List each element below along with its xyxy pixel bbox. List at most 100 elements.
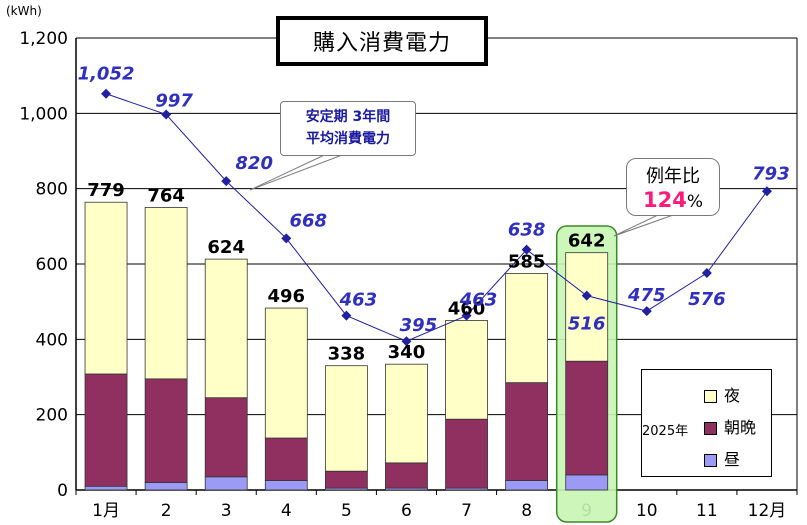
bar-total-label: 496 (268, 286, 306, 307)
bar-segment-day (84, 485, 128, 491)
average-point (761, 186, 772, 197)
average-point (161, 109, 172, 120)
legend-swatch-morning-evening (704, 422, 717, 435)
legend-label-morning-evening: 朝晩 (724, 418, 757, 437)
x-tick-label: 2 (161, 501, 172, 521)
bar-segment-day (144, 482, 188, 491)
bar-segment-morning-evening (264, 437, 308, 481)
ratio-value: 124 (643, 188, 687, 212)
x-tick-label: 3 (221, 501, 232, 521)
average-annotation-line2: 平均消費電力 (306, 131, 390, 147)
average-point-label: 576 (688, 289, 726, 310)
bar-total-label: 764 (147, 186, 185, 207)
bar-segment-night (264, 307, 308, 439)
bar-segment-night (144, 207, 188, 380)
legend-year: 2025年 (642, 424, 689, 439)
callouts (249, 149, 677, 237)
bars (84, 201, 609, 491)
y-axis-unit: (kWh) (6, 4, 42, 18)
bar-segment-morning-evening (204, 397, 248, 478)
bar-segment-day (204, 476, 248, 491)
bar-segment-day (565, 474, 609, 491)
average-point (221, 176, 232, 187)
average-annotation: 安定期 3年間 平均消費電力 (280, 101, 416, 156)
y-tick-label: 0 (57, 481, 68, 501)
average-point-label: 793 (752, 163, 790, 184)
bar-total-label: 624 (207, 237, 245, 258)
ratio-callout: 例年比 124% (626, 158, 720, 216)
average-point-label: 997 (155, 90, 193, 111)
bar-segment-day (264, 480, 308, 491)
bar-segment-morning-evening (565, 360, 609, 476)
ratio-callout-pointer (613, 213, 677, 237)
bar-total-label: 340 (388, 342, 426, 363)
bar-segment-morning-evening (84, 373, 128, 487)
average-annotation-line1: 安定期 3年間 (305, 109, 391, 125)
y-tick-label: 200 (36, 406, 68, 426)
x-tick-label: 6 (401, 501, 412, 521)
y-tick-label: 1,000 (19, 104, 68, 124)
average-point (281, 233, 292, 244)
average-point (341, 310, 352, 321)
x-tick-label: 5 (341, 501, 352, 521)
bar-segment-night (505, 273, 549, 384)
average-point-label: 1,052 (78, 64, 135, 85)
bar-segment-night (324, 365, 368, 472)
bar-total-label: 642 (568, 231, 606, 252)
average-point (581, 290, 592, 301)
bar-total-label: 460 (448, 299, 486, 320)
chart-title-text: 購入消費電力 (312, 31, 451, 56)
ratio-label: 例年比 (646, 166, 700, 187)
average-point (401, 336, 412, 347)
x-tick-label: 8 (521, 501, 532, 521)
y-tick-label: 600 (36, 255, 68, 275)
bar-segment-morning-evening (385, 462, 428, 489)
bar-segment-night (565, 252, 609, 362)
average-point (461, 310, 472, 321)
y-tick-label: 1,200 (19, 29, 68, 49)
bar-segment-day (505, 480, 549, 491)
legend-label-day: 昼 (724, 450, 741, 469)
average-point-label: 463 (459, 290, 498, 311)
chart-title: 購入消費電力 (276, 16, 488, 66)
bar-segment-morning-evening (445, 418, 488, 489)
ratio-unit: % (686, 192, 703, 212)
average-point-label: 463 (339, 290, 378, 311)
legend-swatch-night (704, 390, 717, 403)
legend-item-night: 夜 (704, 382, 740, 406)
average-point (641, 306, 652, 317)
bar-segment-night (204, 258, 248, 399)
bar-segment-morning-evening (144, 378, 188, 483)
legend-item-day: 昼 (704, 446, 740, 470)
legend-swatch-day (704, 454, 717, 467)
y-tick-label: 400 (36, 330, 68, 350)
x-tick-label: 11 (696, 501, 718, 521)
legend-label-night: 夜 (724, 386, 741, 405)
average-point-label: 668 (290, 210, 328, 231)
average-point-label: 638 (508, 220, 546, 241)
y-tick-label: 800 (36, 180, 68, 200)
average-point-label: 820 (235, 153, 273, 174)
x-tick-label: 4 (281, 501, 292, 521)
x-tick-label: 12月 (748, 501, 787, 521)
x-tick-label: 7 (461, 501, 472, 521)
average-point-label: 395 (400, 315, 438, 336)
average-point (701, 268, 712, 279)
x-tick-label: 10 (636, 501, 658, 521)
bar-segment-night (385, 363, 428, 464)
average-point (101, 88, 112, 99)
bar-total-label: 338 (328, 344, 366, 365)
average-point-label: 516 (568, 314, 606, 335)
bar-total-label: 585 (508, 251, 546, 272)
bar-total-label: 779 (87, 180, 125, 201)
average-series-line (105, 93, 768, 342)
legend: 2025年 夜 朝晩 昼 (641, 369, 772, 477)
x-tick-label: 1月 (92, 501, 120, 521)
average-point-label: 475 (627, 285, 666, 306)
data-labels: 779 764 624 496 338 340 460 585 642 1,052 997 820 66… (78, 64, 790, 365)
bar-segment-night (445, 320, 488, 420)
bar-segment-morning-evening (324, 470, 368, 489)
average-line (101, 88, 772, 347)
